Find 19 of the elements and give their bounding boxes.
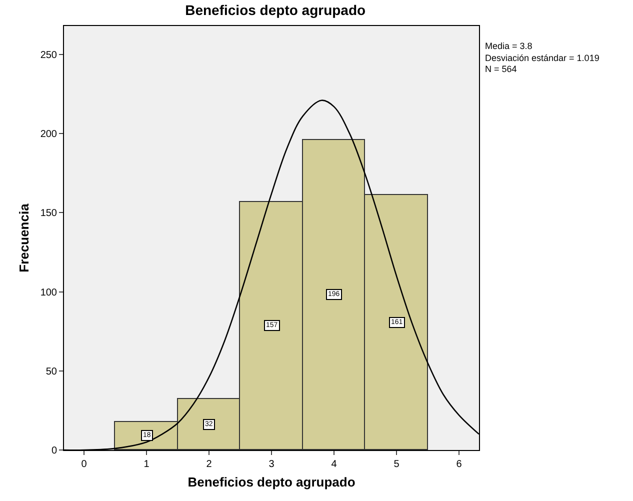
text: Desviación estándar = 1.019 <box>485 53 600 63</box>
y-tick-label: 150 <box>40 208 58 220</box>
x-tick-label: 0 <box>81 459 88 470</box>
x-tick-label: 2 <box>206 459 212 470</box>
text: N = 564 <box>485 64 517 74</box>
y-tick-label: 250 <box>40 50 58 61</box>
y-tick-label: 100 <box>40 287 58 298</box>
x-tick-label: 5 <box>394 459 400 470</box>
text: Media = 3.8 <box>485 41 532 51</box>
y-tick-label: 0 <box>51 446 58 456</box>
x-tick-label: 6 <box>456 459 462 470</box>
y-tick-label: 50 <box>46 366 58 378</box>
y-axis-title: Frecuencia <box>16 202 32 272</box>
x-tick-label: 3 <box>268 459 275 470</box>
y-tick-label: 200 <box>40 129 58 140</box>
x-axis-title: Beneficios depto agrupado <box>188 474 356 490</box>
chart-title: Beneficios depto agrupado <box>185 2 366 18</box>
x-tick-label: 4 <box>331 459 338 470</box>
x-tick-label: 1 <box>144 459 150 470</box>
